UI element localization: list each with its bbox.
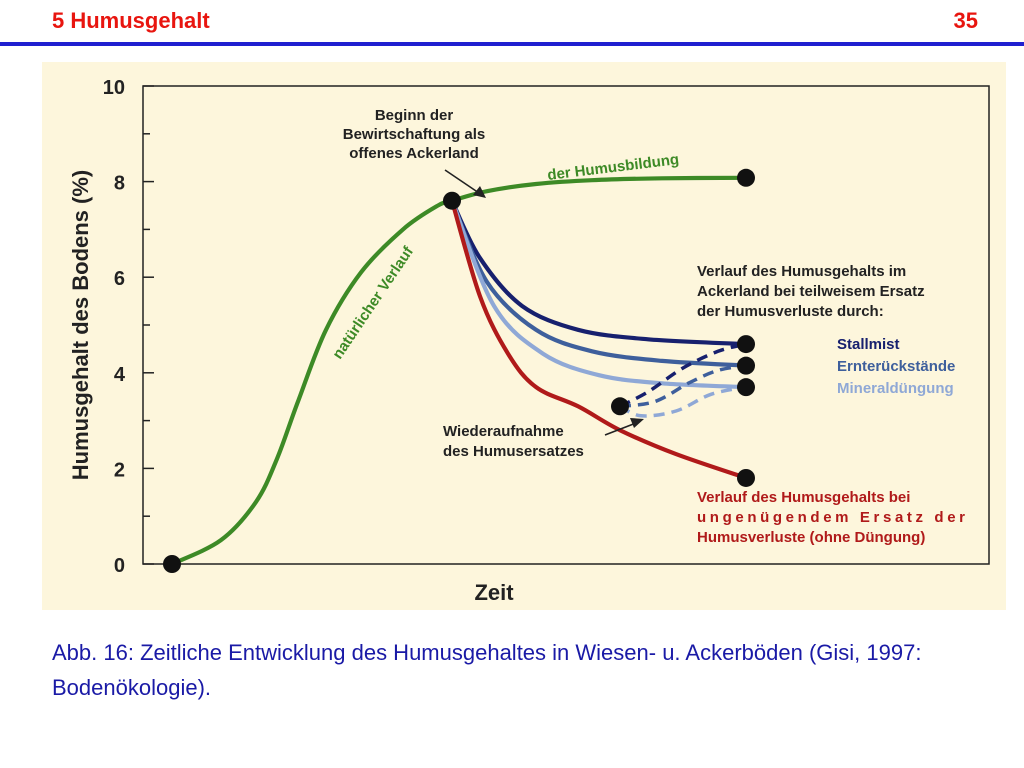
series-label-stallmist: Stallmist <box>837 336 900 353</box>
slide-number: 35 <box>953 8 978 33</box>
data-point-marker <box>737 468 755 487</box>
data-point-marker <box>737 378 755 397</box>
data-point-marker <box>163 555 181 573</box>
annotation-wiederaufnahme-line-2: des Humusersatzes <box>443 443 584 460</box>
annotation-ungenuegend-line-1: Verlauf des Humusgehalts bei <box>697 489 910 506</box>
arrow-beginn-shaft <box>444 169 480 194</box>
arrow-wiederaufnahme-shaft <box>604 422 637 436</box>
annotation-beginn-line-1: Beginn der <box>375 107 454 124</box>
y-tick-label: 8 <box>114 173 125 195</box>
series-line-ernterueckstaende <box>449 198 749 368</box>
x-axis-label: Zeit <box>474 580 514 605</box>
series-line-resumed_stallmist <box>619 342 747 408</box>
data-point-marker <box>737 168 755 187</box>
annotation-verlauf-ungenuegend: Verlauf des Humusgehalts bei ungenügende… <box>697 489 965 546</box>
y-axis: 0 2 4 6 8 10 <box>103 77 154 577</box>
series-label-mineraldungung: Mineraldüngung <box>837 380 954 397</box>
data-point-marker <box>737 335 755 354</box>
annotation-verlauf-teil-line-2: Ackerland bei teilweisem Ersatz <box>697 283 925 300</box>
slide-header: 5 Humusgehalt 35 <box>0 0 1024 48</box>
series-lines <box>169 175 749 567</box>
series-line-stallmist <box>449 198 749 347</box>
series-line-resumed_mineral <box>619 385 747 418</box>
series-line-natural_continued <box>449 175 749 203</box>
annotation-ungenuegend-line-2: ungenügendem Ersatz der <box>697 509 965 526</box>
series-label-ernterueckstaende: Ernterückstände <box>837 358 955 375</box>
series-line-mineralduengung <box>449 198 749 390</box>
arrow-wiederaufnahme-head <box>630 418 644 428</box>
y-axis-label: Humusgehalt des Bodens (%) <box>68 170 93 480</box>
chart-background <box>42 62 1006 610</box>
annotation-ungenuegend-line-3: Humusverluste (ohne Düngung) <box>697 529 925 546</box>
arrow-beginn-head <box>473 186 486 198</box>
data-point-marker <box>443 191 461 210</box>
y-tick-label: 0 <box>114 555 125 577</box>
y-tick-label: 4 <box>114 364 126 386</box>
annotation-wiederaufnahme-line-1: Wiederaufnahme <box>443 423 564 440</box>
header-rule <box>0 42 1024 46</box>
series-line-ohne_duengung <box>449 198 749 481</box>
series-line-resumed_ernte <box>619 363 747 409</box>
series-line-natural <box>169 198 455 567</box>
annotation-verlauf-teil: Verlauf des Humusgehalts im Ackerland be… <box>697 263 925 320</box>
slide-title: 5 Humusgehalt <box>52 8 210 33</box>
annotation-beginn-line-3: offenes Ackerland <box>349 145 479 162</box>
annotation-verlauf-teil-line-3: der Humusverluste durch: <box>697 303 884 320</box>
humus-chart: 0 2 4 6 8 10 Humusgehalt des Bodens (%) Zeit … <box>42 62 1006 610</box>
annotation-beginn-line-2: Bewirtschaftung als <box>343 126 486 143</box>
annotation-beginn: Beginn der Bewirtschaftung als offenes A… <box>343 107 486 162</box>
point-markers <box>163 168 755 573</box>
data-point-marker <box>737 356 755 375</box>
data-point-marker <box>611 397 629 416</box>
y-tick-label: 6 <box>114 268 125 290</box>
annotation-wiederaufnahme: Wiederaufnahme des Humusersatzes <box>443 423 584 460</box>
y-tick-label: 2 <box>114 459 125 481</box>
annotation-verlauf-teil-line-1: Verlauf des Humusgehalts im <box>697 263 906 280</box>
figure-caption: Abb. 16: Zeitliche Entwicklung des Humus… <box>52 640 922 700</box>
y-tick-label: 10 <box>103 77 125 99</box>
